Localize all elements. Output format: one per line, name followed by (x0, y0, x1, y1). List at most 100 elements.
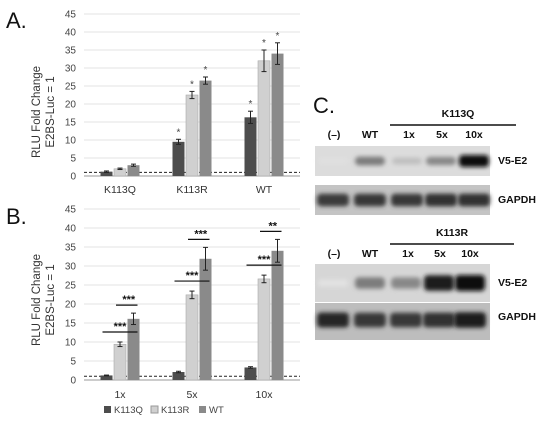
bar (127, 165, 140, 176)
bar (100, 171, 113, 176)
chart-a-ylabel-2: E2BS-Luc = 1 (45, 76, 57, 147)
western-blot-panel: K113Q (–) WT 1x 5x 10x V5-E2 GAPDH K113R… (315, 108, 536, 340)
y-tick-label: 20 (65, 100, 77, 111)
bar (199, 258, 212, 380)
chart-b-ylabel-2: E2BS-Luc = 1 (45, 264, 57, 335)
y-tick-label: 35 (65, 243, 77, 254)
bar (244, 367, 257, 380)
bar (172, 372, 185, 380)
blot1-lane-1: (–) (328, 129, 341, 141)
chart-a-y-ticks: 0 5 10 15 20 25 30 35 40 45 (65, 10, 77, 183)
bar (199, 80, 212, 176)
y-tick-label: 30 (65, 262, 77, 273)
blot1-v5-strip (315, 146, 490, 176)
legend: K113Q K113R WT (104, 405, 224, 416)
significance-star: * (190, 79, 194, 90)
blot1-lane-4: 5x (436, 129, 448, 141)
significance-star: * (276, 31, 280, 42)
y-tick-label: 35 (65, 46, 77, 57)
gapdh-band (317, 193, 349, 207)
y-tick-label: 20 (65, 300, 77, 311)
v5-band (426, 156, 456, 166)
blot2-lane-5: 10x (461, 248, 479, 260)
chart-a-categories: K113Q K113R WT (104, 184, 273, 196)
gapdh-band (423, 312, 455, 328)
significance-star: * (249, 99, 253, 110)
panel-label-a: A. (6, 8, 27, 33)
blot1-row-gapdh: GAPDH (498, 194, 536, 206)
significance-label: *** (186, 270, 200, 282)
blot2-lane-4: 5x (434, 248, 446, 260)
y-tick-label: 45 (65, 10, 77, 21)
y-tick-label: 45 (65, 205, 77, 216)
blot2-lane-3: 1x (402, 248, 414, 260)
chart-b-bars (100, 238, 284, 381)
legend-label-wt: WT (209, 405, 224, 416)
blot2-lane-2: WT (362, 248, 379, 260)
v5-band (318, 279, 348, 287)
significance-star: * (262, 38, 266, 49)
chart-a-bars: * * * * * * (100, 31, 284, 177)
bar (100, 375, 113, 380)
bar (271, 53, 284, 176)
v5-band (459, 155, 489, 167)
category-label: K113R (176, 184, 208, 196)
y-tick-label: 25 (65, 82, 77, 93)
category-label: 1x (114, 389, 126, 401)
chart-b-categories: 1x 5x 10x (114, 389, 273, 401)
significance-label: *** (258, 254, 272, 266)
significance-label: ** (268, 220, 277, 232)
v5-band (455, 275, 485, 291)
chart-a-ylabel-1: RLU Fold Change (31, 66, 43, 158)
y-tick-label: 30 (65, 64, 77, 75)
y-tick-label: 15 (65, 319, 77, 330)
blot2-gapdh-strip (315, 303, 490, 340)
y-tick-label: 25 (65, 281, 77, 292)
v5-band (355, 277, 385, 289)
blot1-lane-3: 1x (403, 129, 415, 141)
chart-b-significance: ***************** (102, 220, 282, 333)
y-tick-label: 10 (65, 136, 77, 147)
gapdh-band (390, 312, 422, 328)
gapdh-band (354, 193, 386, 207)
v5-band (318, 158, 348, 164)
bar (127, 318, 140, 380)
gapdh-band (458, 193, 490, 207)
gapdh-band (354, 312, 386, 328)
legend-swatch-wt (199, 406, 206, 413)
y-tick-label: 5 (70, 357, 76, 368)
panel-label-b: B. (6, 204, 27, 229)
bar (172, 141, 185, 176)
blot1-row-v5: V5-E2 (498, 155, 527, 167)
gapdh-band (391, 193, 423, 207)
y-tick-label: 10 (65, 338, 77, 349)
blot2-header: K113R (436, 227, 469, 239)
gapdh-band (425, 193, 457, 207)
chart-b-ylabel-1: RLU Fold Change (31, 254, 43, 346)
blot2-lane-1: (–) (328, 248, 341, 260)
legend-swatch-k113q (104, 406, 111, 413)
y-tick-label: 0 (70, 376, 76, 387)
category-label: WT (256, 184, 273, 196)
bar (244, 117, 257, 176)
bar (257, 60, 271, 177)
blot2-v5-strip (315, 264, 490, 302)
category-label: 10x (256, 389, 274, 401)
v5-band (355, 156, 385, 166)
blot1-lane-5: 10x (465, 129, 483, 141)
blot2-row-v5: V5-E2 (498, 277, 527, 289)
blot1-lane-2: WT (362, 129, 379, 141)
v5-band (392, 157, 422, 165)
category-label: 5x (186, 389, 198, 401)
legend-swatch-k113r (150, 405, 159, 414)
v5-band (391, 277, 421, 289)
chart-b-y-ticks: 0 5 10 15 20 25 30 35 40 45 (65, 205, 77, 387)
gapdh-band (454, 312, 486, 328)
blot1-header: K113Q (442, 108, 475, 120)
blot2-row-gapdh: GAPDH (498, 311, 536, 323)
legend-label-k113r: K113R (161, 405, 189, 416)
legend-label-k113q: K113Q (114, 405, 143, 416)
category-label: K113Q (104, 184, 136, 196)
